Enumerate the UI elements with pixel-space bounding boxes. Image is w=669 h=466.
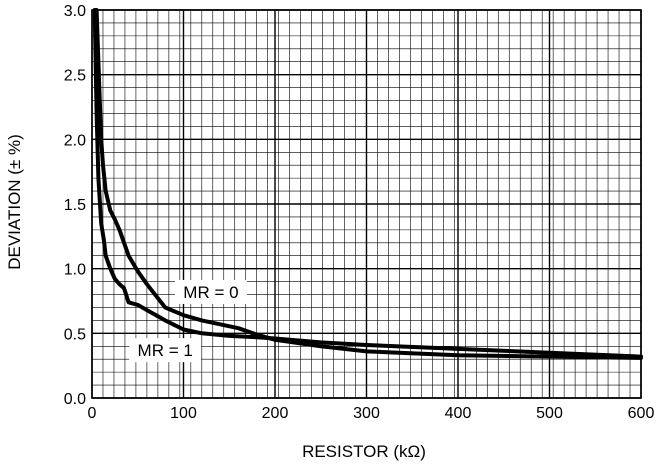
x-tick-label: 0 <box>88 405 97 422</box>
x-tick-label: 400 <box>445 405 472 422</box>
x-tick-label: 300 <box>353 405 380 422</box>
y-axis-label: DEVIATION (± %) <box>5 134 24 270</box>
x-tick-label: 200 <box>262 405 289 422</box>
x-tick-label: 100 <box>170 405 197 422</box>
y-tick-label: 1.0 <box>64 262 86 279</box>
series-line-mr-0 <box>97 10 641 358</box>
y-tick-label: 2.0 <box>64 132 86 149</box>
x-tick-label: 600 <box>628 405 655 422</box>
curve-label-text: MR = 1 <box>138 341 193 360</box>
x-axis-label: RESISTOR (kΩ) <box>302 442 426 461</box>
curve-label: MR = 0 <box>175 280 247 304</box>
x-tick-label: 500 <box>536 405 563 422</box>
y-tick-label: 0.5 <box>64 326 86 343</box>
y-tick-label: 2.5 <box>64 68 86 85</box>
y-tick-label: 3.0 <box>64 3 86 20</box>
curve-label-text: MR = 0 <box>183 283 238 302</box>
y-tick-label: 1.5 <box>64 197 86 214</box>
series-layer <box>95 10 641 358</box>
curve-label: MR = 1 <box>129 338 201 362</box>
y-tick-label: 0.0 <box>64 391 86 408</box>
